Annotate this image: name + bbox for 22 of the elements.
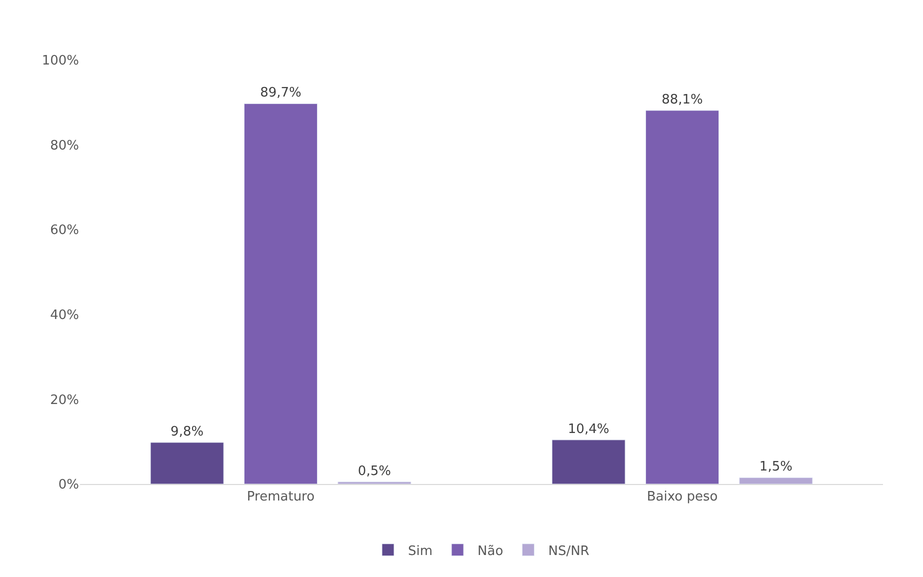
data-label: 9,8% (170, 424, 204, 440)
y-tick-label: 80% (50, 138, 79, 154)
legend-label: NS/NR (548, 544, 590, 559)
legend-label: Não (478, 544, 504, 559)
bar (552, 440, 626, 484)
data-label: 88,1% (662, 92, 703, 108)
y-tick-label: 0% (58, 478, 79, 493)
bar (150, 442, 224, 484)
data-label: 0,5% (358, 464, 391, 479)
x-tick-label: Baixo peso (646, 490, 718, 505)
data-label: 10,4% (568, 422, 610, 437)
bar (645, 110, 720, 484)
x-tick-label: Prematuro (246, 490, 315, 505)
y-tick-label: 100% (42, 54, 79, 69)
bar (739, 477, 813, 484)
data-label: 1,5% (759, 460, 792, 475)
bar (244, 103, 318, 484)
data-label: 89,7% (260, 86, 302, 101)
y-tick-label: 20% (50, 392, 79, 408)
y-tick-label: 60% (50, 223, 79, 238)
legend-label: Sim (408, 544, 433, 559)
y-tick-label: 40% (50, 308, 79, 323)
